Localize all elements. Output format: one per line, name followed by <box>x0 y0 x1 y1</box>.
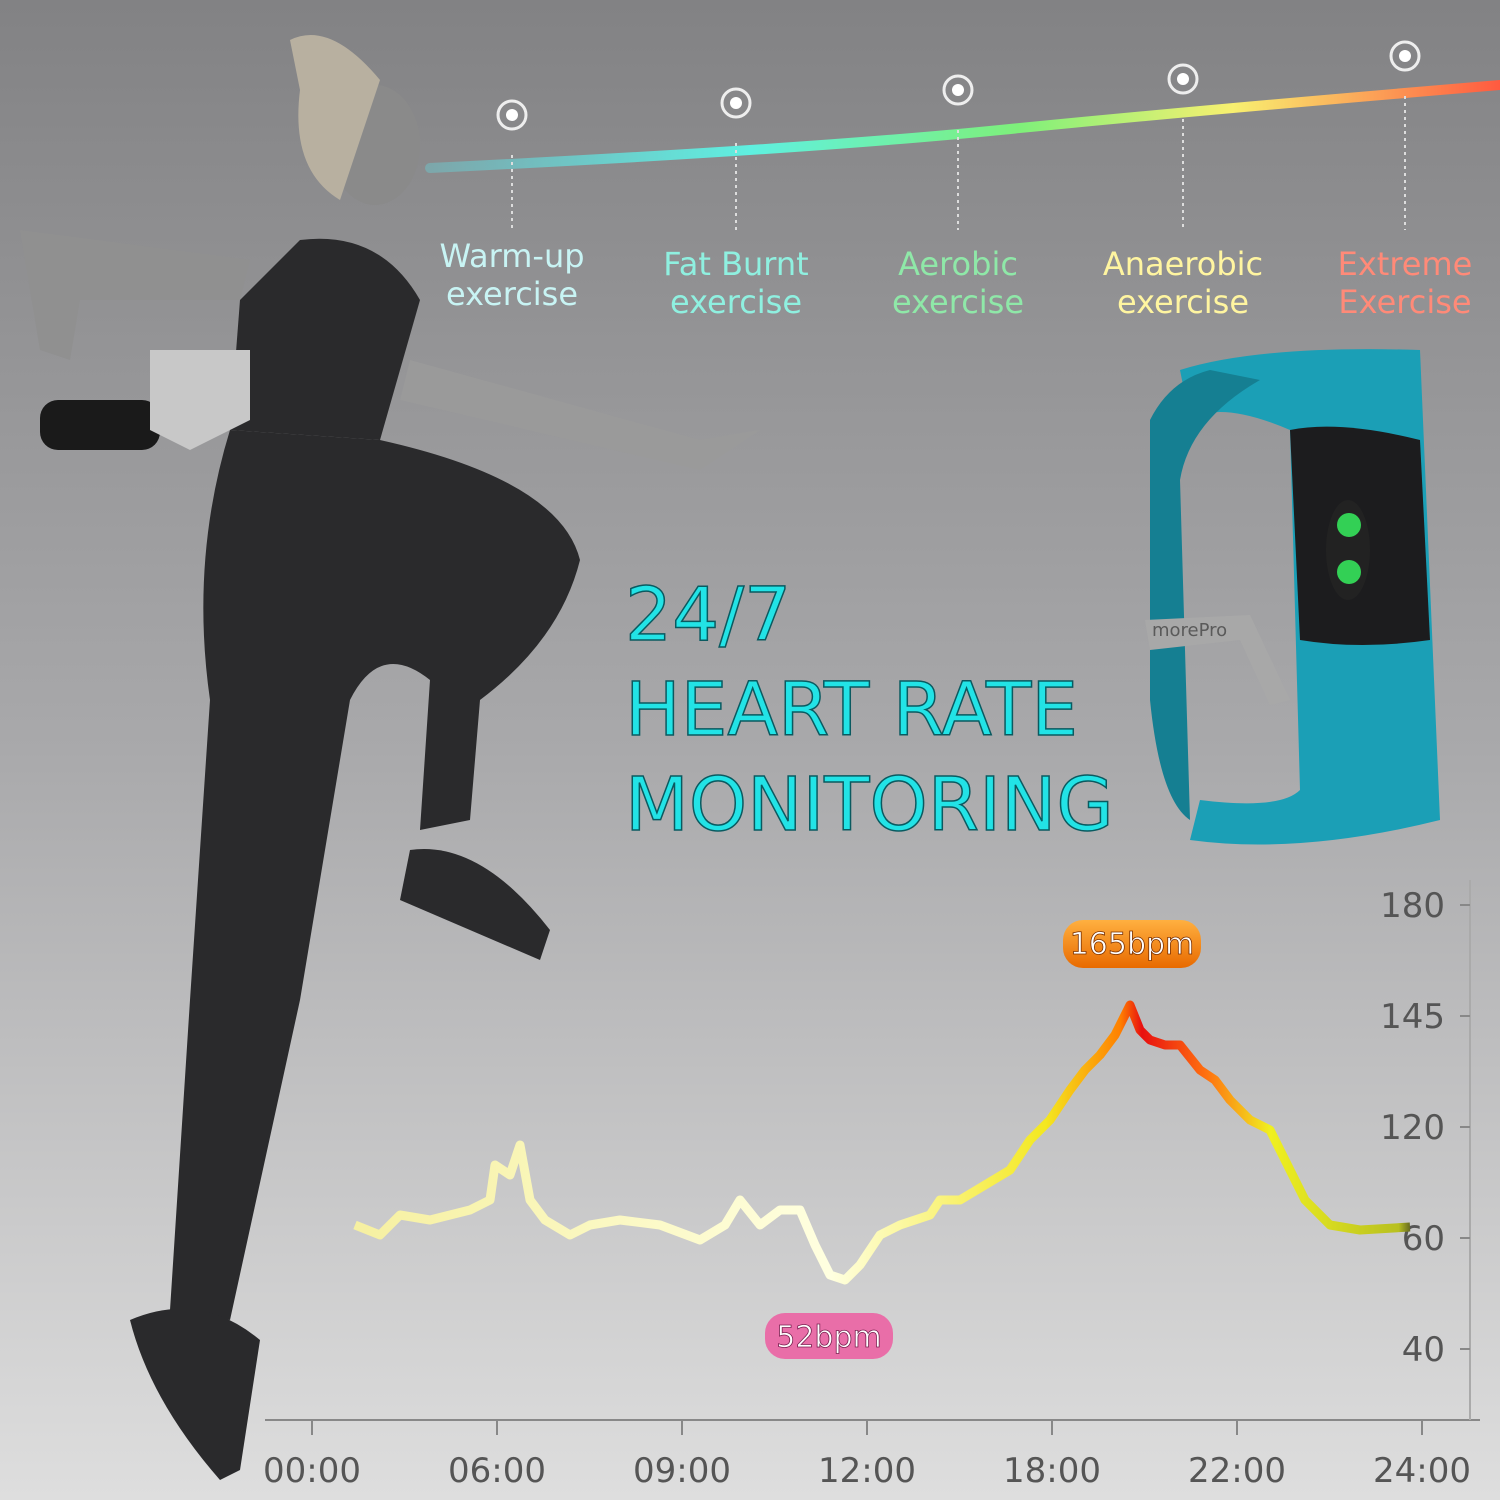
zone-dot-center <box>506 109 518 121</box>
zone-label: Aerobic <box>898 245 1018 283</box>
y-tick-label: 120 <box>1380 1108 1445 1148</box>
zone-dot <box>1389 40 1421 72</box>
zone-label: exercise <box>446 275 578 313</box>
band-brand: morePro <box>1152 620 1227 641</box>
headline-group: 24/7 HEART RATE MONITORING <box>624 571 1114 849</box>
x-tick-label: 00:00 <box>263 1451 361 1491</box>
x-tick-label: 24:00 <box>1373 1451 1471 1491</box>
headline-line: HEART RATE <box>625 667 1078 753</box>
x-tick-label: 22:00 <box>1188 1451 1286 1491</box>
zone-label: Anaerobic <box>1103 245 1263 283</box>
fitness-band: morePro <box>1145 349 1440 845</box>
zone-dot-center <box>730 97 742 109</box>
heart-rate-curve <box>353 1000 1411 1285</box>
zone-label: exercise <box>670 283 802 321</box>
zone-label: Fat Burnt <box>663 245 808 283</box>
zone-label: exercise <box>892 283 1024 321</box>
athlete <box>20 35 760 1480</box>
x-tick-label: 06:00 <box>448 1451 546 1491</box>
peak-label: 165bpm <box>1070 927 1195 962</box>
zone-dot-center <box>1177 73 1189 85</box>
x-tick-label: 18:00 <box>1003 1451 1101 1491</box>
zone-label: exercise <box>1117 283 1249 321</box>
x-tick-label: 12:00 <box>818 1451 916 1491</box>
headline-line: MONITORING <box>625 762 1114 848</box>
zone-dot-center <box>1399 50 1411 62</box>
low-label: 52bpm <box>776 1320 881 1355</box>
zone-dot <box>496 99 528 131</box>
zone-dot <box>1167 63 1199 95</box>
zone-line <box>425 80 1500 173</box>
zone-dot-center <box>952 84 964 96</box>
peak-badge <box>1063 920 1201 968</box>
x-tick-label: 09:00 <box>633 1451 731 1491</box>
zone-dot <box>720 87 752 119</box>
y-tick-label: 145 <box>1380 997 1445 1037</box>
zone-label: Warm-up <box>439 237 584 275</box>
zone-label: Exercise <box>1338 283 1471 321</box>
zone-dot <box>942 74 974 106</box>
y-tick-label: 180 <box>1380 886 1445 926</box>
headline-line: 24/7 <box>625 572 791 658</box>
zone-label: Extreme <box>1338 245 1473 283</box>
low-badge <box>765 1313 893 1359</box>
y-tick-label: 40 <box>1402 1330 1445 1370</box>
